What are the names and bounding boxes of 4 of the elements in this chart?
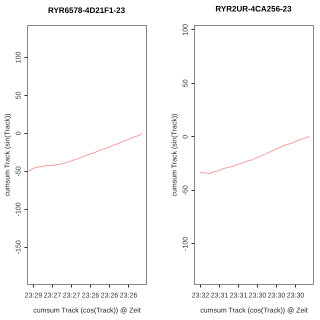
- line-series: [28, 133, 143, 172]
- line-series: [200, 136, 310, 174]
- chart-title: RYR6578-4D21F1-23: [48, 6, 126, 15]
- chart-title: RYR2UR-4CA256-23: [215, 4, 292, 14]
